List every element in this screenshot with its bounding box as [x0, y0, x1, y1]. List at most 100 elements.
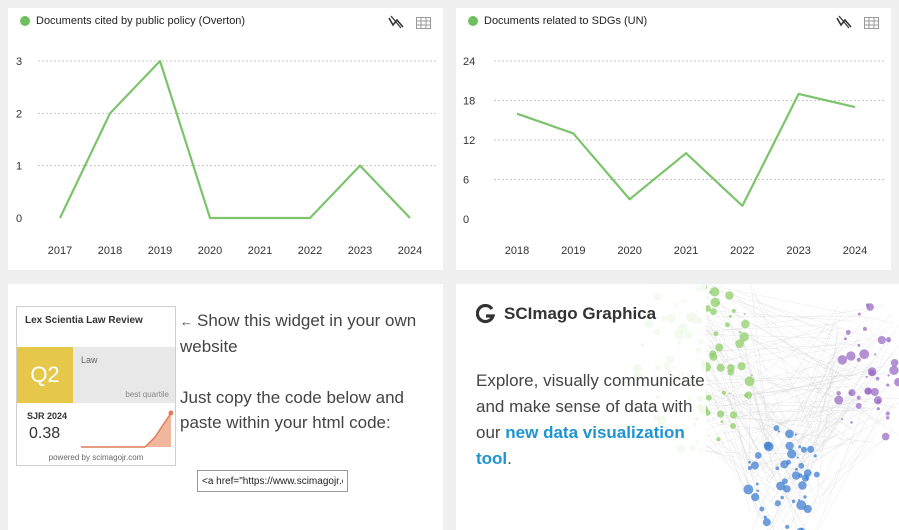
network-node — [837, 355, 848, 365]
sdg-chart-toolbar — [836, 15, 879, 34]
network-edge — [695, 284, 769, 483]
overton-chart-header: Documents cited by public policy (Overto… — [20, 15, 245, 27]
network-node — [744, 376, 755, 387]
category-name: Law — [81, 355, 98, 365]
table-icon[interactable] — [864, 16, 879, 34]
embed-code-input[interactable] — [197, 470, 348, 492]
line-chart-icon[interactable] — [388, 15, 404, 34]
network-edge — [727, 288, 866, 403]
overton-x-tick-label: 2022 — [298, 245, 322, 257]
network-edge — [676, 407, 868, 442]
network-node — [755, 482, 759, 486]
network-node — [886, 383, 890, 387]
overton-chart-card: 0 1 2 3 2017 2018 2019 2020 2021 2022 2023 2024 Doc… — [8, 8, 443, 270]
overton-x-tick-label: 2017 — [48, 245, 72, 257]
network-edge — [736, 290, 882, 360]
network-node — [798, 445, 802, 449]
sjr-widget[interactable]: Lex Scientia Law Review Q2 Law best quar… — [16, 306, 176, 466]
overton-series-line[interactable] — [59, 59, 411, 220]
network-node — [841, 418, 844, 421]
network-edge — [770, 376, 868, 523]
network-node — [710, 297, 721, 308]
arrow-left-icon: ← — [180, 314, 193, 329]
network-node — [862, 326, 867, 332]
network-node — [887, 374, 890, 377]
network-node — [775, 466, 780, 471]
network-node — [856, 357, 861, 362]
network-edge — [812, 387, 887, 514]
network-node — [866, 303, 874, 311]
network-node — [747, 465, 752, 470]
network-edge — [722, 331, 749, 484]
network-node — [796, 500, 807, 511]
network-node — [855, 402, 862, 409]
network-node — [795, 467, 798, 471]
network-node — [870, 387, 879, 396]
line-chart-icon[interactable] — [836, 15, 852, 34]
network-node — [787, 449, 797, 459]
graphica-logo-text: SCImago Graphica — [504, 304, 657, 323]
graphica-text: Explore, visually communicate and make s… — [476, 371, 705, 442]
network-node — [885, 337, 892, 343]
network-edge — [795, 425, 868, 476]
network-node — [716, 363, 725, 372]
network-node — [705, 394, 712, 401]
network-node — [890, 358, 899, 367]
network-node — [773, 425, 780, 432]
network-node — [785, 429, 794, 439]
network-edge — [699, 368, 898, 409]
network-node — [727, 364, 735, 372]
sdg-y-tick-label: 6 — [463, 175, 469, 187]
network-node — [864, 387, 872, 395]
network-node — [715, 343, 724, 352]
sdg-y-tick-label: 12 — [463, 135, 475, 147]
network-edge — [798, 413, 892, 472]
network-node — [738, 330, 742, 334]
best-quartile-label: best quartile — [125, 390, 169, 399]
graphica-tool-link[interactable]: new data visualization tool — [476, 423, 685, 468]
sdg-series-line[interactable] — [516, 92, 856, 207]
network-node — [709, 352, 718, 361]
network-edge — [715, 430, 765, 524]
sjr-value: 0.38 — [29, 425, 61, 442]
network-node — [881, 432, 890, 441]
network-node — [751, 492, 760, 502]
overton-x-tick-label: 2018 — [98, 245, 122, 257]
network-node — [759, 506, 765, 512]
network-edge — [694, 290, 879, 397]
network-edge — [819, 393, 891, 528]
network-edge — [732, 418, 841, 423]
network-edge — [690, 430, 794, 481]
network-edge — [686, 314, 840, 374]
network-node — [750, 374, 754, 377]
network-node — [848, 391, 852, 395]
sdg-y-tick-label: 0 — [463, 214, 469, 226]
sdg-chart-title: Documents related to SDGs (UN) — [484, 15, 648, 27]
network-node — [729, 411, 738, 419]
network-node — [794, 433, 797, 436]
journal-name: Lex Scientia Law Review — [25, 315, 143, 326]
network-edge — [759, 306, 838, 429]
graphica-card[interactable]: SCImago Graphica Explore, visually commu… — [456, 284, 899, 530]
widget-card: Lex Scientia Law Review Q2 Law best quar… — [8, 284, 443, 530]
overton-x-tick-label: 2019 — [148, 245, 172, 257]
overton-y-tick-label: 2 — [16, 108, 22, 120]
network-edge — [751, 313, 838, 530]
widget-instructions: ← Show this widget in your own website Ju… — [180, 308, 430, 461]
category-box: Law best quartile — [73, 347, 175, 403]
table-icon[interactable] — [416, 16, 431, 34]
network-node — [754, 452, 762, 459]
network-edge — [752, 434, 765, 446]
sjr-label: SJR 2024 — [27, 411, 68, 421]
network-node — [857, 312, 861, 316]
overton-y-tick-label: 0 — [16, 213, 22, 225]
powered-by: powered by scimagojr.com — [48, 453, 144, 462]
network-node — [763, 515, 768, 520]
network-node — [741, 319, 750, 329]
network-node — [776, 481, 785, 491]
network-edge — [702, 284, 895, 324]
network-node — [780, 495, 784, 500]
network-edge — [751, 397, 866, 432]
sdg-x-tick-label: 2022 — [730, 245, 754, 257]
network-node — [785, 441, 794, 451]
